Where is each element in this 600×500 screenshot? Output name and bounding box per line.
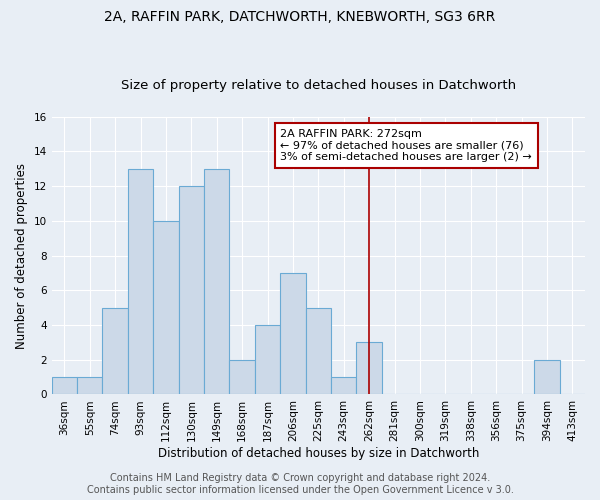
Bar	[52, 377, 77, 394]
Bar	[128, 169, 153, 394]
Bar	[229, 360, 255, 394]
Bar	[356, 342, 382, 394]
Bar	[534, 360, 560, 394]
Text: 2A, RAFFIN PARK, DATCHWORTH, KNEBWORTH, SG3 6RR: 2A, RAFFIN PARK, DATCHWORTH, KNEBWORTH, …	[104, 10, 496, 24]
Bar	[331, 377, 356, 394]
Bar	[280, 273, 305, 394]
Bar	[255, 325, 280, 394]
Bar	[204, 169, 229, 394]
Title: Size of property relative to detached houses in Datchworth: Size of property relative to detached ho…	[121, 79, 516, 92]
Bar	[179, 186, 204, 394]
Bar	[305, 308, 331, 394]
Text: Contains HM Land Registry data © Crown copyright and database right 2024.
Contai: Contains HM Land Registry data © Crown c…	[86, 474, 514, 495]
X-axis label: Distribution of detached houses by size in Datchworth: Distribution of detached houses by size …	[158, 447, 479, 460]
Bar	[153, 221, 179, 394]
Bar	[77, 377, 103, 394]
Text: 2A RAFFIN PARK: 272sqm
← 97% of detached houses are smaller (76)
3% of semi-deta: 2A RAFFIN PARK: 272sqm ← 97% of detached…	[280, 129, 532, 162]
Y-axis label: Number of detached properties: Number of detached properties	[15, 162, 28, 348]
Bar	[103, 308, 128, 394]
